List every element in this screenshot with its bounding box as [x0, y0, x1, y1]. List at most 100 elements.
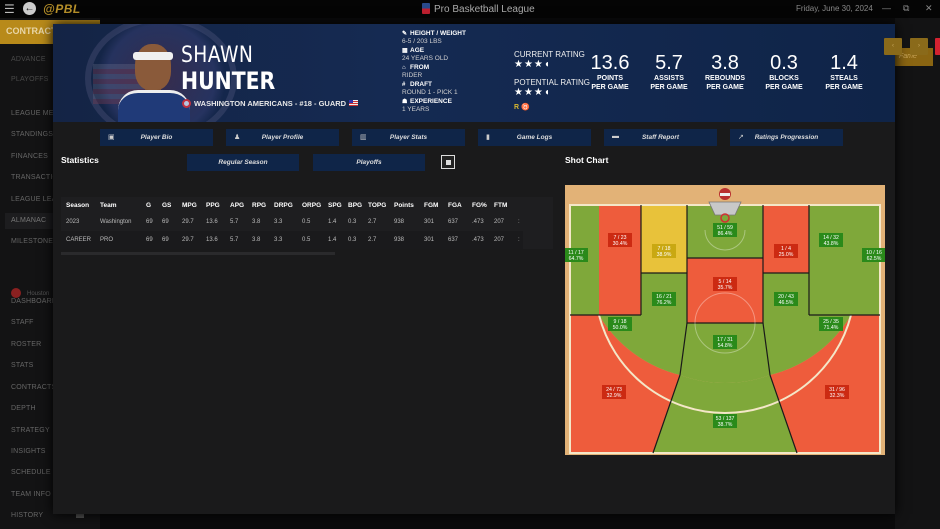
tab-player-bio[interactable]: ▣ Player Bio: [100, 129, 213, 146]
stat-label: ASSISTS: [654, 75, 684, 82]
sidebar-item-finances[interactable]: FINANCES: [11, 153, 48, 160]
column-header[interactable]: APG: [230, 201, 245, 209]
stat-sublabel: PER GAME: [706, 84, 744, 91]
hash-icon: #: [402, 82, 406, 88]
sidebar-item-league-leaders[interactable]: LEAGUE LEADERS: [11, 196, 77, 203]
zone-made-attempted: 25 / 35: [823, 319, 839, 325]
hamburger-icon[interactable]: ☰: [4, 2, 15, 16]
sidebar-item-contracts[interactable]: CONTRACTS: [11, 384, 57, 391]
stat-sublabel: PER GAME: [825, 84, 863, 91]
table-cell: 3.3: [269, 231, 297, 249]
bio-label: ⌂ FROM: [402, 64, 466, 72]
school-icon: ⌂: [402, 65, 406, 71]
tab-staff-report[interactable]: ▬ Staff Report: [604, 129, 717, 146]
sidebar-item-roster[interactable]: ROSTER: [11, 341, 42, 348]
sidebar-item-playoffs[interactable]: PLAYOFFS: [11, 76, 49, 83]
tab-regular-season[interactable]: Regular Season: [187, 154, 299, 171]
next-player-button[interactable]: ›: [910, 38, 928, 55]
zone-percentage: 64.7%: [569, 256, 584, 262]
zone-percentage: 43.8%: [824, 241, 839, 247]
column-header[interactable]: Season: [66, 201, 90, 209]
column-header[interactable]: Points: [394, 201, 414, 209]
sidebar-item-standings[interactable]: STANDINGS: [11, 131, 54, 138]
bio-value: 1 YEARS: [402, 106, 430, 113]
sidebar-item-dashboard[interactable]: DASHBOARD: [11, 298, 58, 305]
zone-made-attempted: 16 / 21: [656, 294, 672, 300]
tab-player-stats[interactable]: ▥ Player Stats: [352, 129, 465, 146]
stat-label: REBOUNDS: [704, 75, 746, 82]
back-arrow-icon[interactable]: ←: [23, 2, 36, 15]
ratings-block: CURRENT RATING ★★★◖ POTENTIAL RATING ★★★…: [514, 50, 590, 111]
column-header[interactable]: TOPG: [368, 201, 387, 209]
minimize-button[interactable]: —: [882, 3, 891, 13]
table-horizontal-scrollbar[interactable]: [61, 252, 335, 255]
current-date: Friday, June 30, 2024: [796, 4, 873, 13]
close-modal-button[interactable]: ✕: [935, 38, 940, 55]
tab-playoffs[interactable]: Playoffs: [313, 154, 425, 171]
sidebar-item-league-media[interactable]: LEAGUE MEDIA: [11, 110, 66, 117]
column-header[interactable]: ORPG: [302, 201, 322, 209]
window-close-button[interactable]: ✕: [925, 3, 933, 13]
zone-made-attempted: 11 / 17: [568, 250, 584, 256]
tab-ratings-progression[interactable]: ↗ Ratings Progression: [730, 129, 843, 146]
column-header[interactable]: DRPG: [274, 201, 293, 209]
statistics-table: Season Team G GS MPG PPG APG RPG DRPG ORPG SPG BPG T…: [61, 197, 553, 249]
table-row[interactable]: CAREER PRO 69 69 29.7 13.6 5.7 3.8 3.3 0.5 1.4 0.3 2…: [61, 231, 523, 249]
column-header[interactable]: FGA: [448, 201, 462, 209]
column-header[interactable]: [513, 197, 523, 213]
previous-player-button[interactable]: ‹: [884, 38, 902, 55]
sidebar-item-depth[interactable]: DEPTH: [11, 405, 36, 412]
zone-percentage: 50.0%: [613, 325, 628, 331]
tab-label: Player Bio: [140, 134, 173, 141]
column-header[interactable]: Team: [100, 201, 117, 209]
zone-made-attempted: 1 / 4: [781, 246, 791, 252]
column-header[interactable]: RPG: [252, 201, 267, 209]
zone-percentage: 30.4%: [613, 241, 628, 247]
zone-right-short-baseline: [763, 205, 809, 273]
zone-percentage: 32.3%: [830, 393, 845, 399]
sidebar-item-transactions[interactable]: TRANSACTIONS: [11, 174, 69, 181]
sidebar-item-advance[interactable]: ADVANCE: [11, 56, 46, 63]
current-rating-label: CURRENT RATING: [514, 50, 585, 59]
clipboard-icon: ▮: [486, 134, 490, 141]
column-header[interactable]: MPG: [182, 201, 197, 209]
table-row[interactable]: 2023 Washington 69 69 29.7 13.6 5.7 3.8 3.3 0.5 1.…: [61, 213, 523, 231]
column-header[interactable]: FGM: [424, 201, 439, 209]
tab-game-logs[interactable]: ▮ Game Logs: [478, 129, 591, 146]
sidebar-item-staff[interactable]: STAFF: [11, 319, 34, 326]
column-header[interactable]: BPG: [348, 201, 363, 209]
calendar-icon[interactable]: [76, 511, 84, 518]
column-header[interactable]: G: [146, 201, 152, 209]
table-cell: 5.7: [225, 231, 247, 249]
sidebar-item-schedule[interactable]: SCHEDULE: [11, 469, 51, 476]
tab-player-profile[interactable]: ♟ Player Profile: [226, 129, 339, 146]
shot-chart: 11 / 17 64.7% 7 / 23 30.4% 7 / 18 38.9% 51 / 5…: [565, 185, 885, 455]
column-header[interactable]: SPG: [328, 201, 342, 209]
table-cell: 207: [494, 219, 505, 225]
player-tabs: ▣ Player Bio ♟ Player Profile ▥ Player Stats ▮…: [53, 129, 895, 147]
stat-label: BLOCKS: [769, 75, 799, 82]
maximize-button[interactable]: ⧉: [903, 3, 910, 13]
sidebar-item-almanac[interactable]: ALMANAC: [5, 213, 55, 229]
sidebar-item-team-info[interactable]: TEAM INFO: [11, 491, 51, 498]
column-header[interactable]: PPG: [206, 201, 220, 209]
sidebar-item-insights[interactable]: INSIGHTS: [11, 448, 46, 455]
sidebar-item-history[interactable]: HISTORY: [11, 512, 44, 519]
column-header[interactable]: GS: [162, 201, 172, 209]
sidebar-item-milestones[interactable]: MILESTONES: [11, 238, 58, 245]
table-cell: .473: [467, 231, 489, 249]
column-header[interactable]: FG%: [472, 201, 487, 209]
table-cell: 2.7: [368, 219, 377, 225]
sidebar-item-stats[interactable]: STATS: [11, 362, 34, 369]
sidebar-team[interactable]: Houston: [11, 288, 49, 298]
export-button[interactable]: [441, 155, 455, 169]
zone-percentage: 35.7%: [718, 285, 733, 291]
sidebar-item-strategy[interactable]: STRATEGY: [11, 427, 50, 434]
table-cell: PRO: [95, 231, 141, 249]
zone-percentage: 38.7%: [718, 422, 733, 428]
table-cell: 5.7: [230, 219, 239, 225]
column-header[interactable]: FTM: [494, 201, 508, 209]
